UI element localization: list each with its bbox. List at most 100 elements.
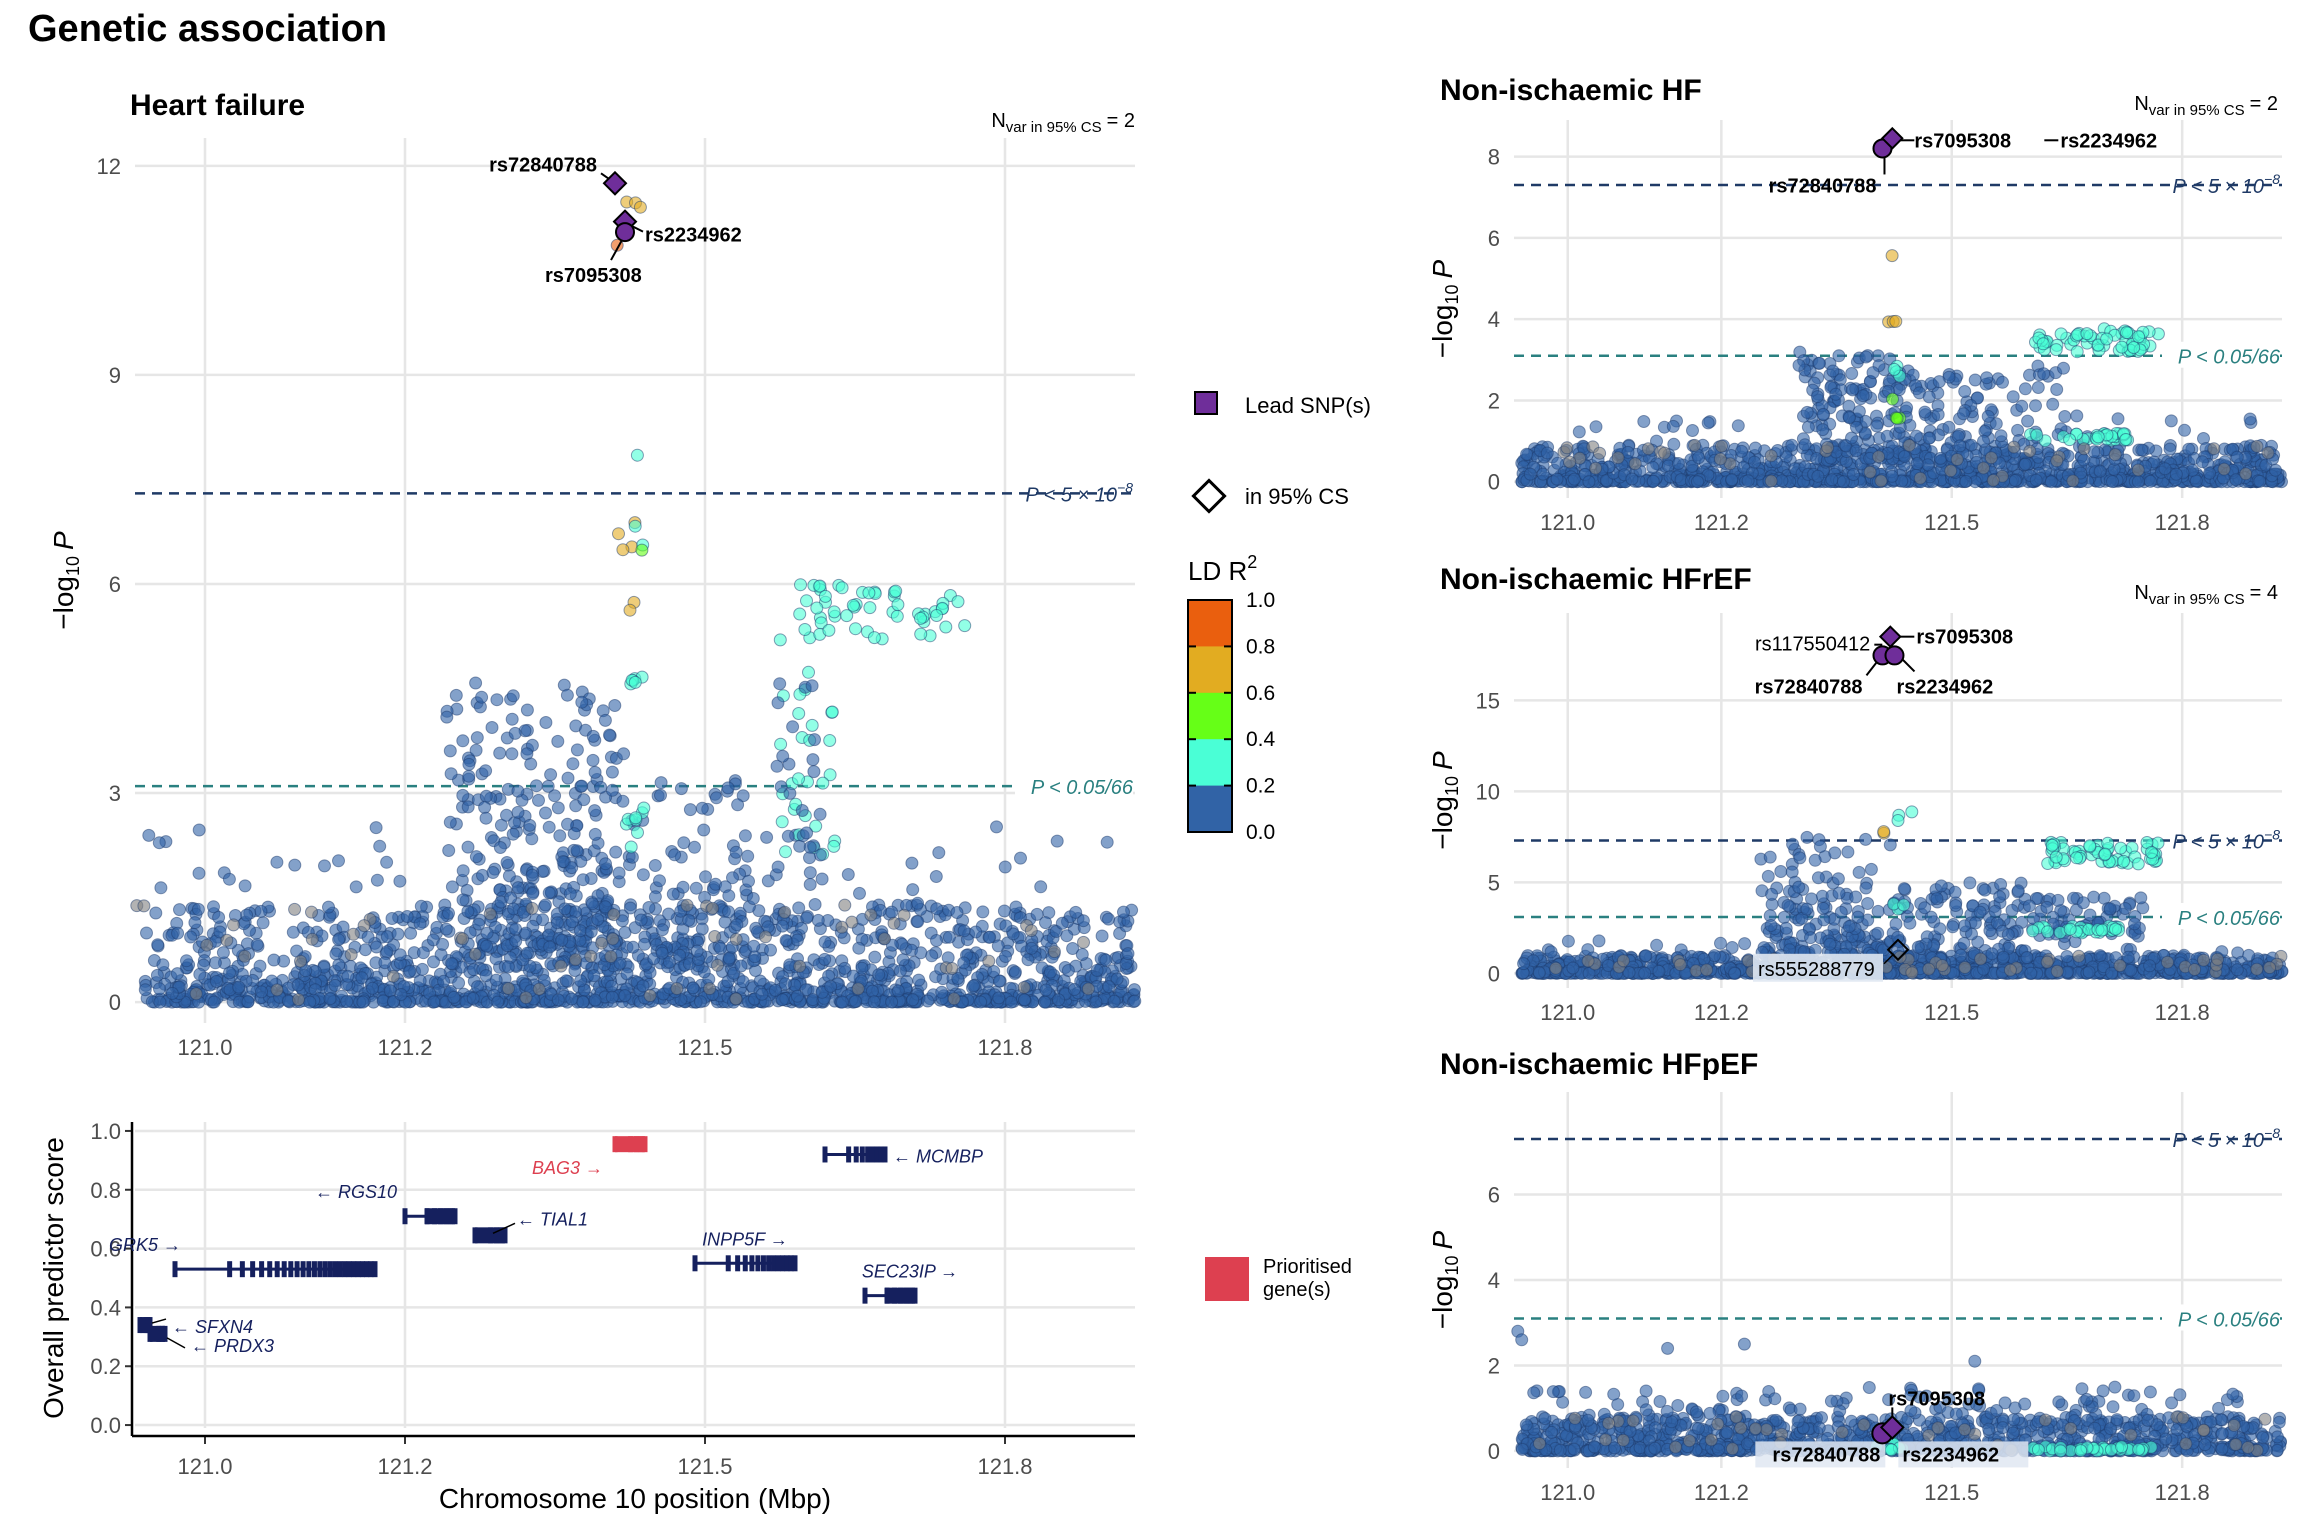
variant-point [286,925,300,939]
variant-point [682,913,696,927]
variant-point [930,902,944,916]
variant-point [666,887,680,901]
variant-point [439,922,453,936]
variant-point [2023,444,2037,458]
variant-point [1544,945,1558,959]
gene-label: ← TIAL1 [517,1209,588,1229]
variant-point [222,872,236,886]
variant-point [1121,947,1135,961]
variant-point [688,840,701,854]
gene-exon [327,1261,333,1278]
y-tick-label: 15 [1476,688,1500,713]
grid-lines [135,1122,1135,1428]
variant-point [617,747,631,761]
y-tick-label: 0.8 [90,1178,121,1203]
variant-point [690,944,704,958]
variant-point [967,979,980,993]
variant-point [775,993,789,1007]
leader-line [166,1337,186,1349]
variant-point [456,893,470,907]
variant-point [370,940,383,954]
variant-point [1984,451,1998,465]
gene-label: GRK5 → [109,1235,181,1255]
variant-point [456,788,470,802]
variant-point [305,905,318,919]
variant-point [635,543,649,557]
variant-point [506,827,520,841]
variant-point [999,950,1012,963]
variant-point [1646,474,1660,488]
variant-point [588,827,602,841]
variant-point [775,815,789,829]
gene-bag3: BAG3 → [532,1136,648,1178]
variant-point [612,527,625,541]
gene-exon [822,1146,828,1163]
gene-exon [760,1255,766,1272]
variant-point [1849,444,1863,458]
variant-point [722,905,735,919]
gene-exon [332,1261,338,1278]
variant-point [846,598,860,612]
variant-point [885,905,899,919]
variant-point [1017,993,1031,1007]
variant-point [991,939,1005,953]
variant-point [992,974,1006,988]
variant-point [1050,834,1064,848]
variant-point [598,900,612,914]
variant-point [137,899,151,913]
variant-point [815,872,829,886]
variant-point [1980,371,1994,385]
variant-point [553,829,567,843]
variant-point [802,665,815,679]
page-title: Genetic association [28,8,388,50]
variant-point [930,934,943,947]
variant-point [2007,440,2021,454]
variant-point [838,898,852,912]
variant-point [1714,936,1727,950]
snp-label: rs7095308 [545,265,642,287]
variant-point [207,900,220,914]
variant-point [2132,330,2146,344]
variant-point [550,916,564,930]
snp-label: rs2234962 [2060,130,2157,152]
variant-point [942,930,956,944]
variant-point [456,864,470,878]
threshold-label-bg [2162,903,2280,930]
variant-point [2029,473,2043,487]
variant-point [849,622,862,636]
variant-point [945,962,959,975]
variant-point [153,995,167,1009]
variant-point [771,696,785,710]
variant-point [2044,475,2058,489]
variant-point [2046,397,2060,411]
gene-exon-block [885,1287,915,1304]
variant-point [539,716,553,729]
y-tick-label: 0 [1488,470,1500,495]
variant-point [760,830,774,844]
variant-point [558,902,572,916]
variant-point [329,947,343,961]
variant-point [800,826,814,840]
variant-point [1811,469,1825,483]
ld-tick-label: 0.4 [1246,728,1276,751]
gene-exon [274,1261,280,1278]
variant-point [1128,994,1142,1008]
variant-point [1880,429,1894,443]
variant-point [2029,399,2042,413]
variant-point [655,946,669,960]
gene-exon [859,1146,865,1163]
variant-point [990,820,1003,834]
variant-point [813,579,827,593]
variant-point [1859,350,1873,364]
variant-point [491,995,505,1009]
variant-point [2143,474,2157,488]
leader-line [151,1318,167,1324]
variant-point [722,951,736,965]
ld-tick-label: 0.6 [1246,682,1275,705]
variant-point [729,992,743,1006]
variant-point [191,902,205,916]
variant-point [505,747,519,761]
variant-point [1095,929,1109,943]
variant-point [779,934,793,947]
